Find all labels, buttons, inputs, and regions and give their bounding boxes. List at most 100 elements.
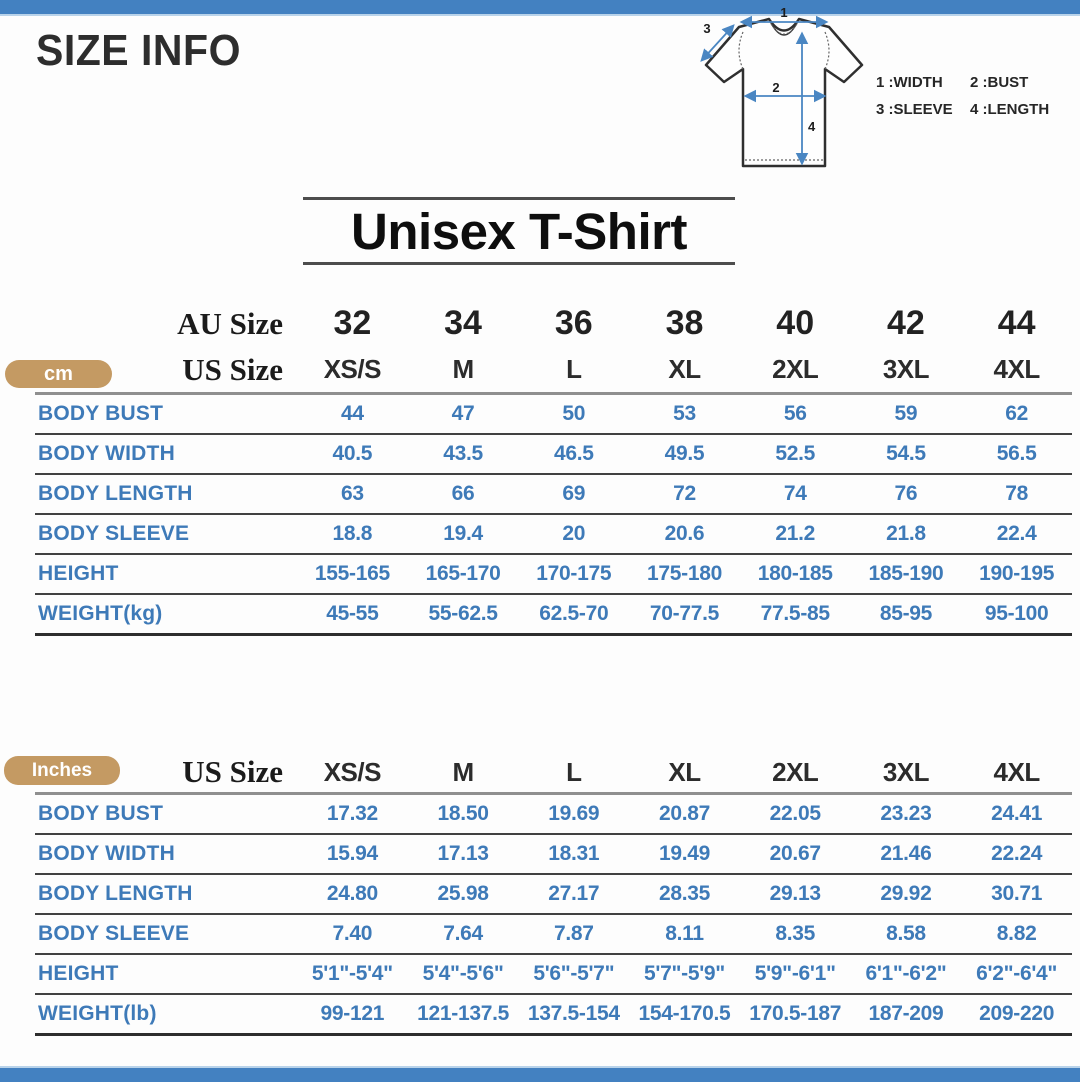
us-size-cell: 3XL bbox=[882, 756, 930, 787]
value-cell: 6'1"-6'2" bbox=[865, 962, 947, 985]
row-label: HEIGHT bbox=[38, 562, 119, 585]
value-cell: 5'4"-5'6" bbox=[422, 962, 504, 985]
us-size-cell: XL bbox=[668, 756, 701, 787]
value-cell: 54.5 bbox=[886, 442, 926, 465]
value-cell: 18.31 bbox=[548, 842, 600, 865]
row-label: BODY BUST bbox=[38, 802, 164, 825]
au-size-label: AU Size bbox=[177, 305, 283, 341]
us-size-label: US Size bbox=[182, 754, 283, 789]
value-cell: 7.87 bbox=[553, 922, 594, 945]
value-cell: 66 bbox=[451, 482, 475, 505]
table-row-body-length: BODY LENGTH 63 66 69 72 74 76 78 bbox=[35, 475, 1072, 515]
row-label: BODY LENGTH bbox=[38, 882, 193, 905]
row-label: WEIGHT(kg) bbox=[38, 602, 163, 625]
value-cell: 55-62.5 bbox=[428, 602, 498, 625]
legend-item: 3 :SLEEVE bbox=[876, 101, 953, 118]
value-cell: 24.41 bbox=[991, 802, 1043, 825]
table-header-row-us: US Size XS/S M L XL 2XL 3XL 4XL bbox=[35, 752, 1072, 795]
value-cell: 95-100 bbox=[984, 602, 1049, 625]
measure-label-length: 4 bbox=[808, 119, 816, 134]
value-cell: 7.40 bbox=[332, 922, 373, 945]
value-cell: 28.35 bbox=[658, 882, 711, 905]
value-cell: 85-95 bbox=[879, 602, 933, 625]
au-size-cell: 44 bbox=[997, 304, 1036, 342]
measure-label-width: 1 bbox=[780, 6, 787, 20]
value-cell: 63 bbox=[340, 482, 364, 505]
us-size-cell: 4XL bbox=[993, 756, 1041, 787]
value-cell: 170.5-187 bbox=[749, 1002, 842, 1025]
value-cell: 17.13 bbox=[437, 842, 489, 865]
value-cell: 78 bbox=[1005, 482, 1029, 505]
table-row-body-width: BODY WIDTH 40.5 43.5 46.5 49.5 52.5 54.5 56.5 bbox=[35, 435, 1072, 475]
value-cell: 170-175 bbox=[536, 562, 612, 585]
collar-stitch-line bbox=[770, 23, 798, 35]
au-size-cell: 42 bbox=[887, 304, 925, 342]
value-cell: 19.49 bbox=[658, 842, 711, 865]
value-cell: 154-170.5 bbox=[638, 1002, 731, 1025]
bottom-accent-bar bbox=[0, 1066, 1080, 1082]
legend-item: 2 :BUST bbox=[970, 74, 1029, 91]
unit-badge-cm: cm bbox=[5, 360, 112, 388]
value-cell: 25.98 bbox=[437, 882, 489, 905]
row-label: BODY SLEEVE bbox=[38, 922, 190, 945]
value-cell: 99-121 bbox=[320, 1002, 385, 1025]
value-cell: 76 bbox=[894, 482, 918, 505]
value-cell: 21.8 bbox=[886, 522, 926, 545]
us-size-cell: 2XL bbox=[772, 354, 819, 384]
value-cell: 20.6 bbox=[664, 522, 705, 545]
value-cell: 18.50 bbox=[437, 802, 489, 825]
value-cell: 74 bbox=[783, 482, 807, 505]
value-cell: 175-180 bbox=[647, 562, 722, 585]
measure-label-sleeve: 3 bbox=[703, 21, 710, 36]
value-cell: 30.71 bbox=[991, 882, 1043, 905]
row-label: BODY SLEEVE bbox=[38, 522, 190, 545]
value-cell: 8.82 bbox=[996, 922, 1037, 945]
unit-badge-inches: Inches bbox=[4, 756, 120, 785]
value-cell: 7.64 bbox=[443, 922, 483, 945]
us-size-cell: XS/S bbox=[323, 354, 382, 384]
table-row-body-length: BODY LENGTH 24.80 25.98 27.17 28.35 29.13 29.… bbox=[35, 875, 1072, 915]
value-cell: 62.5-70 bbox=[539, 602, 609, 625]
value-cell: 21.46 bbox=[880, 842, 932, 865]
value-cell: 72 bbox=[673, 482, 696, 505]
value-cell: 20.67 bbox=[769, 842, 821, 865]
value-cell: 40.5 bbox=[332, 442, 373, 465]
value-cell: 70-77.5 bbox=[649, 602, 720, 625]
value-cell: 62 bbox=[1005, 402, 1029, 425]
row-label: BODY WIDTH bbox=[38, 842, 175, 865]
top-accent-bar bbox=[0, 0, 1080, 16]
page-title: SIZE INFO bbox=[36, 26, 241, 75]
value-cell: 47 bbox=[451, 402, 475, 425]
inches-size-table: US Size XS/S M L XL 2XL 3XL 4XL BODY BUST 17.3… bbox=[35, 752, 1072, 1036]
value-cell: 43.5 bbox=[443, 442, 483, 465]
value-cell: 5'9"-6'1" bbox=[754, 962, 836, 985]
tshirt-diagram: 1 2 3 4 bbox=[700, 6, 864, 168]
value-cell: 52.5 bbox=[775, 442, 816, 465]
value-cell: 46.5 bbox=[553, 442, 594, 465]
tshirt-outline bbox=[704, 17, 864, 168]
au-size-cell: 32 bbox=[333, 304, 372, 342]
value-cell: 53 bbox=[673, 402, 696, 425]
table-row-weight: WEIGHT(kg) 45-55 55-62.5 62.5-70 70-77.5 77.… bbox=[35, 595, 1072, 636]
table-row-height: HEIGHT 155-165 165-170 170-175 175-180 180-1… bbox=[35, 555, 1072, 595]
value-cell: 180-185 bbox=[757, 562, 833, 585]
au-size-cell: 34 bbox=[444, 304, 482, 342]
value-cell: 45-55 bbox=[326, 602, 379, 625]
value-cell: 22.4 bbox=[996, 522, 1037, 545]
value-cell: 56 bbox=[783, 402, 807, 425]
legend-item: 4 :LENGTH bbox=[970, 101, 1050, 118]
value-cell: 49.5 bbox=[664, 442, 705, 465]
us-size-cell: XS/S bbox=[323, 756, 382, 787]
value-cell: 6'2"-6'4" bbox=[976, 962, 1058, 985]
row-label: BODY LENGTH bbox=[38, 482, 193, 505]
table-row-body-sleeve: BODY SLEEVE 7.40 7.64 7.87 8.11 8.35 8.58 8.82 bbox=[35, 915, 1072, 955]
value-cell: 20.87 bbox=[658, 802, 711, 825]
sleeve-arrow bbox=[700, 24, 735, 62]
au-size-cell: 36 bbox=[554, 304, 593, 342]
table-row-body-width: BODY WIDTH 15.94 17.13 18.31 19.49 20.67 21.4… bbox=[35, 835, 1072, 875]
value-cell: 17.32 bbox=[326, 802, 378, 825]
value-cell: 137.5-154 bbox=[527, 1002, 620, 1025]
us-size-cell: M bbox=[452, 756, 474, 787]
value-cell: 5'7"-5'9" bbox=[644, 962, 725, 985]
value-cell: 23.23 bbox=[880, 802, 932, 825]
